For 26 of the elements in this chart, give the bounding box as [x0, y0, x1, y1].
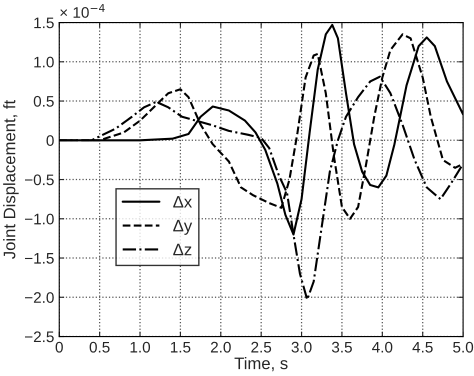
y-tick-label: −2.0 [24, 292, 54, 303]
x-tick-label: 4.0 [372, 342, 392, 353]
x-tick-label: 0.5 [90, 342, 110, 353]
y-tick-label: 0 [46, 135, 54, 146]
x-tick-label: 4.5 [412, 342, 433, 353]
y-tick-label: −2.5 [24, 331, 54, 342]
x-tick-label: 5.0 [453, 342, 474, 353]
text: × 10$^{−4}$ [60, 4, 105, 18]
y-tick-label: 1.0 [34, 56, 54, 68]
y-tick-label: −0.5 [24, 174, 54, 186]
y-tick-label: −1.5 [24, 253, 54, 264]
legend-label: Δz [173, 244, 192, 256]
legend-label: Δx [173, 196, 192, 208]
x-tick-label: 3.5 [332, 342, 352, 353]
y-tick-label: 0.5 [34, 96, 54, 107]
x-tick-label: 2.0 [210, 342, 231, 353]
x-tick-label: 2.5 [251, 342, 272, 353]
x-tick-label: 3.0 [292, 342, 312, 353]
x-axis-title: Time, s [234, 357, 288, 372]
legend-label: Δy [173, 220, 192, 235]
x-tick-label: 1.5 [170, 342, 190, 353]
x-tick-label: 0 [56, 342, 63, 353]
y-tick-label: 1.5 [34, 18, 54, 28]
y-tick-label: −1.0 [24, 214, 54, 224]
x-tick-label: 1.0 [130, 342, 150, 353]
y-axis-title: Joint Displacement, ft [3, 100, 19, 259]
